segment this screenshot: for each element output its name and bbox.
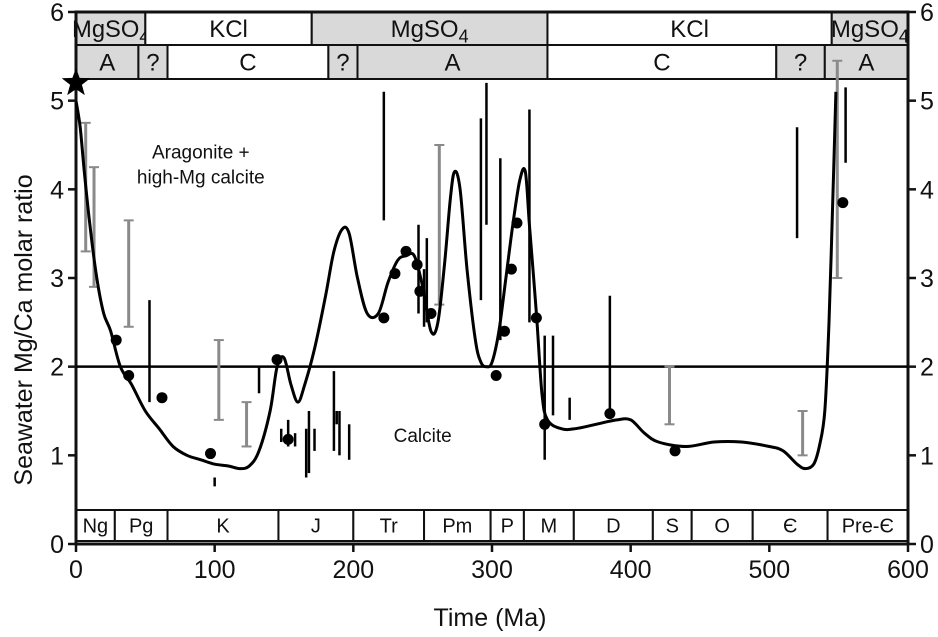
- mineralogy-label-4: A: [444, 50, 460, 77]
- y-tick-label-right-4: 4: [920, 176, 934, 204]
- star-marker: [61, 67, 91, 96]
- y-tick-label-left-5: 5: [50, 88, 64, 116]
- period-label-0: Ng: [83, 516, 109, 538]
- mineralogy-label-2: C: [239, 50, 256, 77]
- x-axis-label: Time (Ma): [434, 604, 547, 632]
- x-tick-label-3: 300: [471, 556, 513, 584]
- data-point-7: [389, 268, 401, 280]
- mg-ca-curve-path: [74, 91, 838, 471]
- data-point-20: [837, 197, 849, 209]
- sea-type-label-2: MgSO4: [391, 16, 469, 46]
- period-label-11: Є: [783, 516, 797, 538]
- data-point-14: [505, 263, 517, 275]
- mineralogy-band-4: [356, 44, 549, 80]
- y-tick-label-right-6: 6: [920, 0, 934, 27]
- mineralogy-label-1: ?: [146, 50, 159, 77]
- data-point-8: [400, 245, 412, 257]
- data-point-15: [511, 217, 523, 229]
- data-point-2: [156, 392, 168, 404]
- mineralogy-label-7: A: [858, 50, 874, 77]
- data-point-0: [110, 334, 122, 346]
- mineralogy-band-6: [775, 44, 826, 80]
- data-point-16: [530, 312, 542, 324]
- data-point-10: [414, 285, 426, 297]
- period-band-3: [277, 509, 355, 542]
- data-point-13: [498, 325, 510, 337]
- gray-error-bars: [80, 59, 843, 457]
- data-point-9: [411, 259, 423, 271]
- data-point-19: [669, 445, 681, 457]
- y-tick-label-right-3: 3: [920, 265, 934, 293]
- period-label-2: K: [216, 516, 230, 538]
- period-label-8: D: [606, 516, 620, 538]
- period-band-7: [522, 509, 575, 542]
- data-point-18: [604, 408, 616, 420]
- region-label-aragonite: Aragonite + high-Mg calcite: [137, 142, 265, 188]
- black-range-bars: [148, 82, 847, 487]
- period-label-12: Pre-Є: [842, 516, 894, 538]
- star-icon: [61, 67, 91, 96]
- sea-type-label-0: MgSO4: [72, 16, 149, 46]
- data-point-5: [282, 433, 294, 445]
- period-label-5: Pm: [442, 516, 472, 538]
- mineralogy-label-0: A: [99, 50, 115, 77]
- y-tick-label-left-4: 4: [50, 176, 64, 204]
- mineralogy-label-6: ?: [794, 50, 807, 77]
- period-band-9: [651, 509, 693, 542]
- period-band-6: [489, 509, 525, 542]
- x-tick-label-4: 400: [610, 556, 652, 584]
- y-tick-label-left-0: 0: [50, 531, 64, 559]
- x-tick-label-2: 200: [332, 556, 374, 584]
- sea-type-bands: MgSO4 KCl MgSO4 KCl MgSO4: [72, 11, 910, 46]
- period-label-4: Tr: [380, 516, 398, 538]
- sea-type-label-3: KCl: [670, 16, 709, 43]
- y-tick-label-right-2: 2: [920, 354, 934, 382]
- y-tick-label-right-0: 0: [920, 531, 934, 559]
- period-label-10: O: [714, 516, 730, 538]
- y-tick-label-left-6: 6: [50, 0, 64, 27]
- sea-type-label-4: MgSO4: [831, 16, 909, 46]
- sea-type-label-1: KCl: [209, 16, 248, 43]
- period-label-9: S: [666, 516, 679, 538]
- data-point-4: [271, 354, 283, 366]
- x-tick-label-6: 600: [887, 556, 929, 584]
- period-label-1: Pg: [129, 516, 153, 538]
- y-tick-label-right-1: 1: [920, 442, 934, 470]
- x-tick-label-1: 100: [194, 556, 236, 584]
- period-bands: Ng Pg K J Tr Pm P M D S O Є Pre-Є: [75, 509, 909, 542]
- data-points: [110, 197, 849, 460]
- period-label-3: J: [311, 516, 321, 538]
- period-band-5: [423, 509, 492, 542]
- period-label-7: M: [541, 516, 558, 538]
- period-band-8: [572, 509, 654, 542]
- mineralogy-band-3: [327, 44, 359, 80]
- mineralogy-label-3: ?: [336, 50, 349, 77]
- data-point-17: [539, 418, 551, 430]
- y-tick-label-right-5: 5: [920, 88, 934, 116]
- plot-border: [74, 10, 910, 546]
- mineralogy-band-2: [166, 44, 330, 80]
- period-label-6: P: [501, 516, 514, 538]
- data-point-3: [205, 448, 217, 460]
- plot-frame: [74, 10, 910, 546]
- mineralogy-bands: A? C? A C? A: [75, 44, 909, 80]
- period-band-11: [751, 509, 829, 542]
- data-point-12: [490, 370, 502, 382]
- data-point-11: [425, 307, 437, 319]
- y-tick-label-left-3: 3: [50, 265, 64, 293]
- y-tick-label-left-1: 1: [50, 442, 64, 470]
- x-tick-label-0: 0: [69, 556, 83, 584]
- x-tick-label-5: 500: [748, 556, 790, 584]
- axis-ticks: 0 01 12 23 34 45 56 60 100 200 300 400 500 600: [50, 0, 934, 584]
- mineralogy-label-5: C: [653, 50, 670, 77]
- y-axis-label: Seawater Mg/Ca molar ratio: [10, 174, 38, 485]
- mg-ca-curve: [74, 91, 838, 471]
- data-point-6: [378, 312, 390, 324]
- y-tick-label-left-2: 2: [50, 354, 64, 382]
- data-point-1: [123, 370, 135, 382]
- period-band-2: [166, 509, 280, 542]
- region-label-calcite: Calcite: [394, 426, 452, 447]
